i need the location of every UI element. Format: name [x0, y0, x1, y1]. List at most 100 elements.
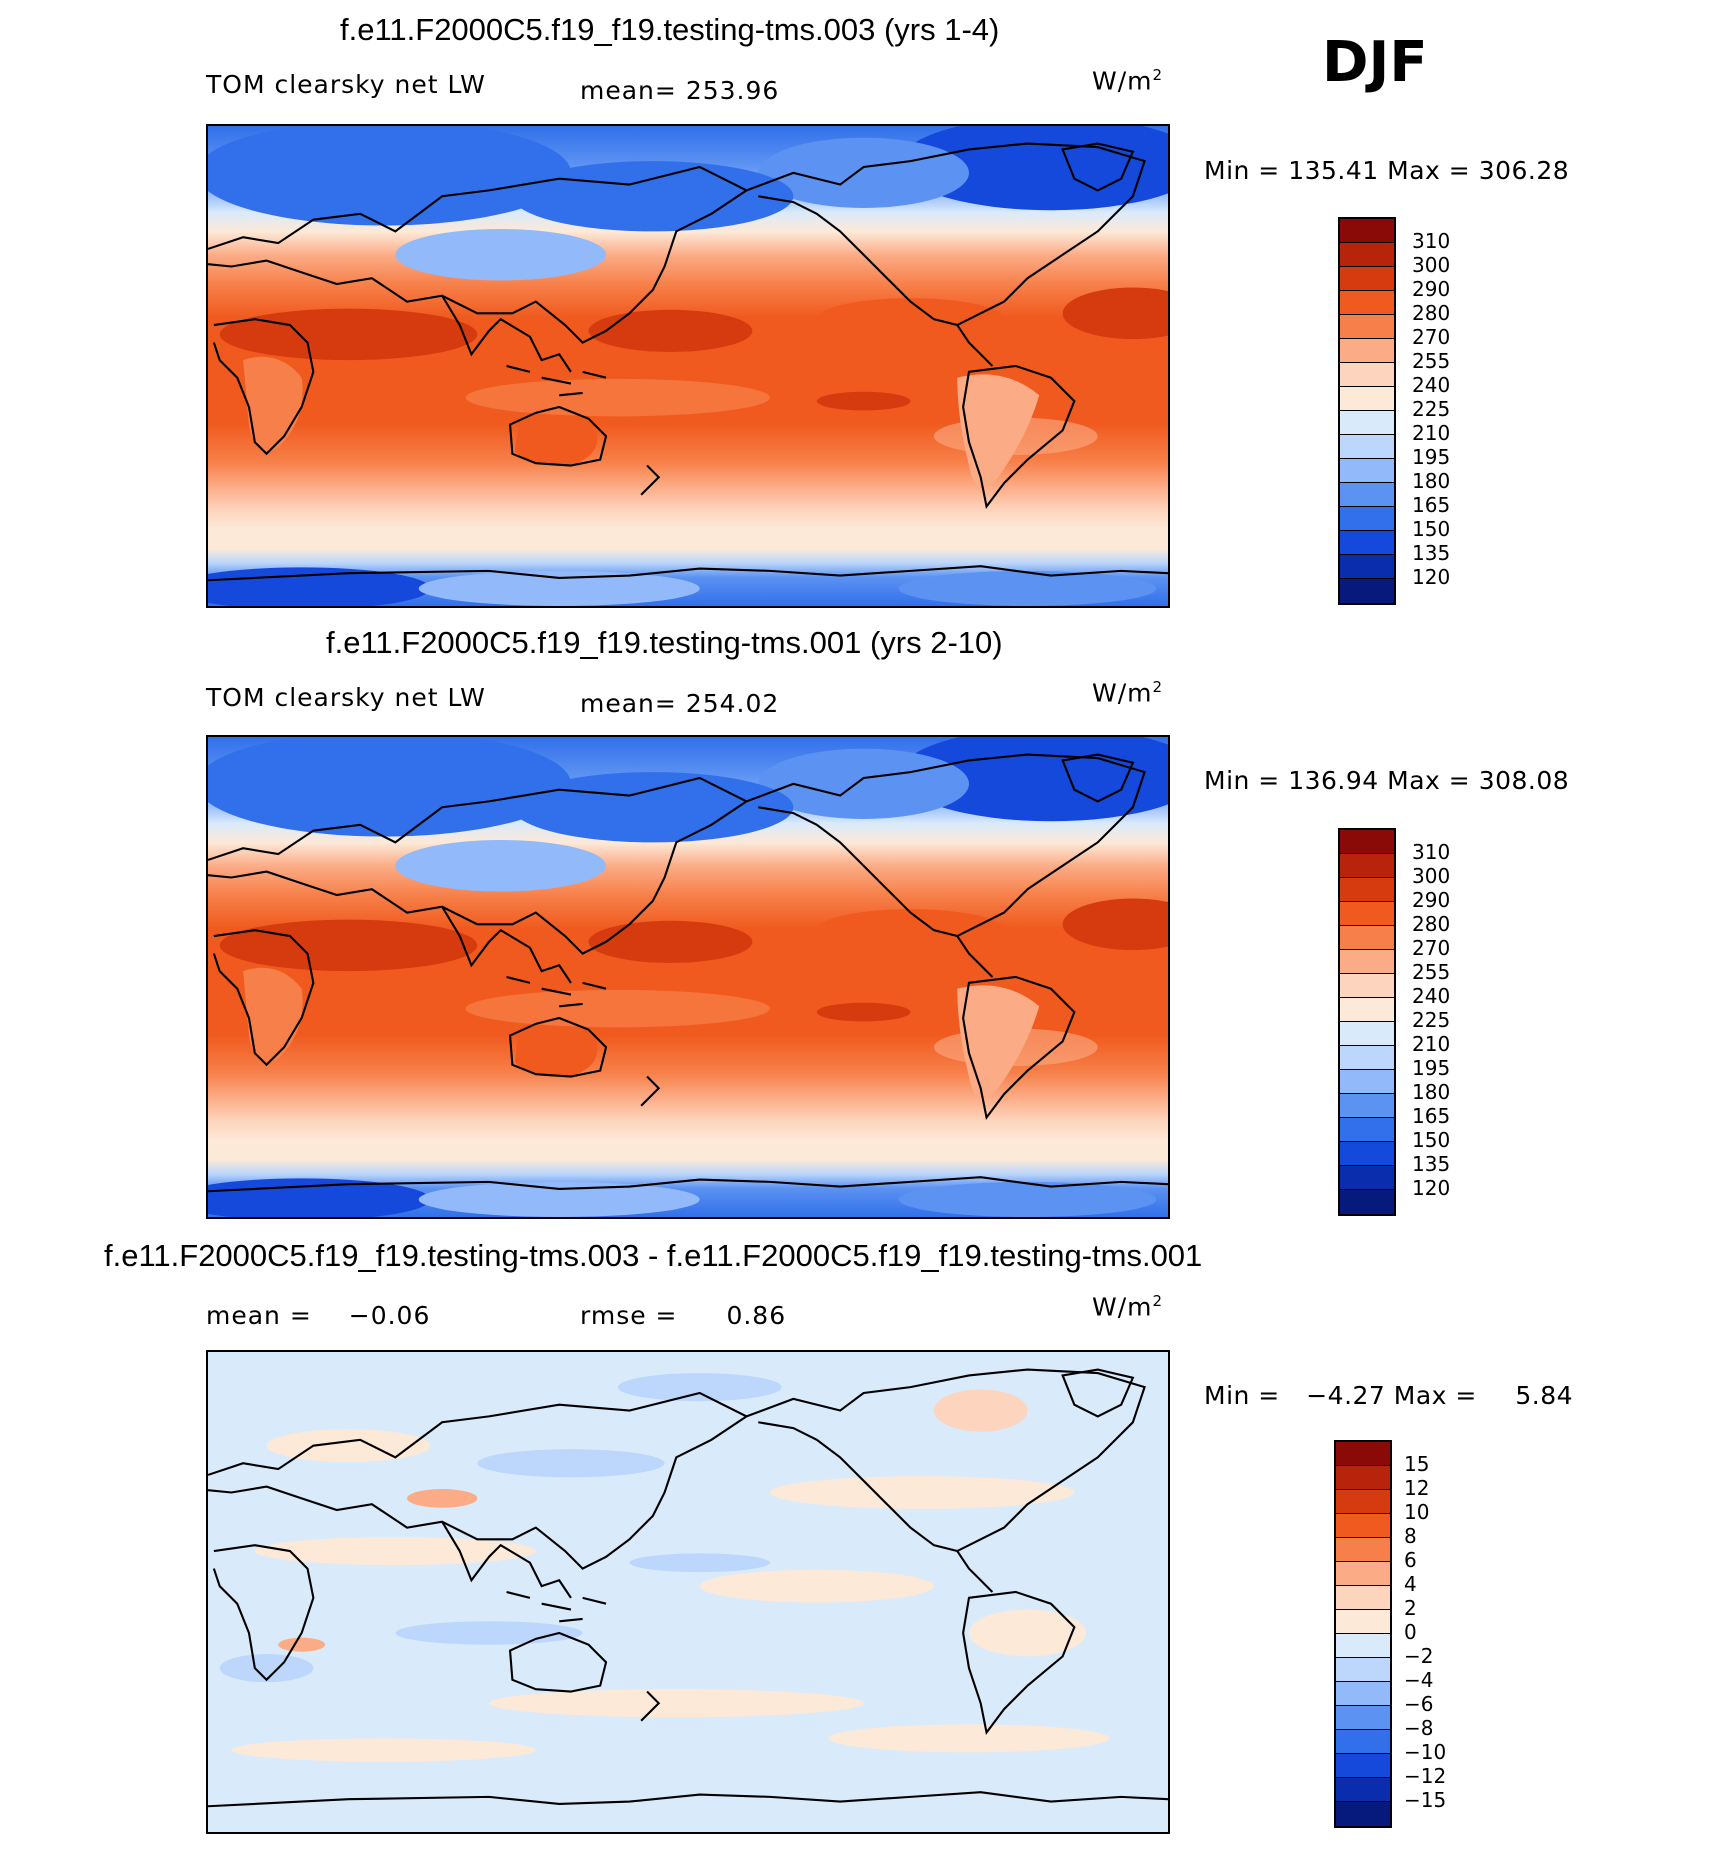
- colorbar-tick-label: 240: [1412, 373, 1451, 397]
- colorbar-swatch: [1336, 1466, 1390, 1490]
- colorbar-swatch: [1340, 1166, 1394, 1190]
- colorbar-swatch: [1340, 902, 1394, 926]
- colorbar-tick-label: 0: [1404, 1620, 1417, 1644]
- panel-2-colorbar-ticks: 310 300 290 280 270 255 240 225 210 195 180 165 150 1…: [1412, 840, 1450, 1200]
- colorbar-swatch: [1340, 1118, 1394, 1142]
- panel-2-mean-label: mean=: [580, 689, 677, 718]
- colorbar-swatch: [1340, 1094, 1394, 1118]
- colorbar-tick-label: 270: [1412, 325, 1451, 349]
- colorbar-tick-label: 135: [1412, 541, 1451, 565]
- panel-1-units-base: W/m: [1092, 66, 1153, 96]
- colorbar-tick-label: 310: [1412, 840, 1451, 864]
- panel-1-colorbar: [1338, 217, 1396, 605]
- panel-1-minmax: Min = 135.41 Max = 306.28: [1204, 156, 1569, 185]
- panel-3-title: f.e11.F2000C5.f19_f19.testing-tms.003 - …: [104, 1238, 1203, 1273]
- panel-3-mean-label: mean =: [206, 1301, 312, 1330]
- colorbar-swatch: [1336, 1442, 1390, 1466]
- colorbar-tick-label: 165: [1412, 1104, 1451, 1128]
- colorbar-tick-label: −15: [1404, 1788, 1447, 1812]
- colorbar-swatch: [1340, 974, 1394, 998]
- colorbar-swatch: [1340, 435, 1394, 459]
- panel-1-min-label: Min =: [1204, 156, 1280, 185]
- colorbar-tick-label: 165: [1412, 493, 1451, 517]
- colorbar-swatch: [1340, 878, 1394, 902]
- panel-2-map-svg: [208, 737, 1168, 1217]
- colorbar-tick-label: −12: [1404, 1764, 1447, 1788]
- panel-1-map: [206, 124, 1170, 608]
- colorbar-tick-label: 195: [1412, 1056, 1451, 1080]
- colorbar-tick-label: 300: [1412, 864, 1451, 888]
- panel-2-mean-value: 254.02: [685, 689, 780, 718]
- panel-2-mean: mean= 254.02: [580, 689, 779, 718]
- colorbar-tick-label: 210: [1412, 1032, 1451, 1056]
- colorbar-tick-label: 120: [1412, 565, 1451, 589]
- panel-2-max-label: Max =: [1387, 766, 1471, 795]
- colorbar-swatch: [1340, 219, 1394, 243]
- colorbar-tick-label: 15: [1404, 1452, 1430, 1476]
- panel-1-title: f.e11.F2000C5.f19_f19.testing-tms.003 (y…: [340, 12, 1000, 47]
- colorbar-tick-label: 290: [1412, 277, 1451, 301]
- panel-1-mean: mean= 253.96: [580, 76, 779, 105]
- panel-1-min-value: 135.41: [1288, 156, 1379, 185]
- colorbar-swatch: [1336, 1802, 1390, 1826]
- colorbar-swatch: [1340, 1046, 1394, 1070]
- colorbar-tick-label: 225: [1412, 397, 1451, 421]
- panel-3-rmse: rmse = 0.86: [580, 1301, 786, 1330]
- colorbar-tick-label: 280: [1412, 301, 1451, 325]
- colorbar-swatch: [1336, 1538, 1390, 1562]
- colorbar-swatch: [1336, 1610, 1390, 1634]
- colorbar-tick-label: 255: [1412, 960, 1451, 984]
- colorbar-swatch: [1340, 315, 1394, 339]
- panel-3-minmax: Min = −4.27 Max = 5.84: [1204, 1381, 1573, 1410]
- colorbar-tick-label: 10: [1404, 1500, 1430, 1524]
- colorbar-tick-label: −10: [1404, 1740, 1447, 1764]
- colorbar-swatch: [1340, 854, 1394, 878]
- colorbar-swatch: [1340, 950, 1394, 974]
- colorbar-tick-label: 2: [1404, 1596, 1417, 1620]
- colorbar-tick-label: 180: [1412, 1080, 1451, 1104]
- colorbar-swatch: [1336, 1514, 1390, 1538]
- panel-2-min-value: 136.94: [1288, 766, 1379, 795]
- colorbar-tick-label: 150: [1412, 1128, 1451, 1152]
- colorbar-tick-label: −8: [1404, 1716, 1434, 1740]
- colorbar-tick-label: 6: [1404, 1548, 1417, 1572]
- colorbar-swatch: [1340, 1190, 1394, 1214]
- colorbar-swatch: [1340, 1022, 1394, 1046]
- colorbar-swatch: [1336, 1634, 1390, 1658]
- colorbar-tick-label: 225: [1412, 1008, 1451, 1032]
- colorbar-tick-label: 150: [1412, 517, 1451, 541]
- panel-2-units-base: W/m: [1092, 678, 1153, 708]
- colorbar-tick-label: −4: [1404, 1668, 1434, 1692]
- colorbar-tick-label: −6: [1404, 1692, 1434, 1716]
- panel-1-map-svg: [208, 126, 1168, 606]
- panel-3-rmse-label: rmse =: [580, 1301, 678, 1330]
- colorbar-tick-label: 290: [1412, 888, 1451, 912]
- colorbar-tick-label: 270: [1412, 936, 1451, 960]
- colorbar-swatch: [1340, 998, 1394, 1022]
- colorbar-tick-label: 310: [1412, 229, 1451, 253]
- panel-3-min-label: Min =: [1204, 1381, 1280, 1410]
- panel-2-min-label: Min =: [1204, 766, 1280, 795]
- colorbar-swatch: [1340, 1142, 1394, 1166]
- panel-2-max-value: 308.08: [1478, 766, 1570, 795]
- colorbar-swatch: [1340, 1070, 1394, 1094]
- panel-3-max-value: 5.84: [1515, 1381, 1574, 1410]
- panel-2-colorbar: [1338, 828, 1396, 1216]
- panel-2-field-label: TOM clearsky net LW: [206, 683, 486, 712]
- colorbar-swatch: [1336, 1706, 1390, 1730]
- panel-1-max-label: Max =: [1387, 156, 1471, 185]
- colorbar-swatch: [1340, 926, 1394, 950]
- colorbar-swatch: [1340, 291, 1394, 315]
- colorbar-swatch: [1336, 1682, 1390, 1706]
- panel-2-units-exp: 2: [1152, 678, 1164, 696]
- colorbar-swatch: [1340, 507, 1394, 531]
- colorbar-swatch: [1336, 1586, 1390, 1610]
- colorbar-swatch: [1336, 1658, 1390, 1682]
- panel-3-map: [206, 1350, 1170, 1834]
- season-label: DJF: [1322, 30, 1428, 95]
- panel-2-map: [206, 735, 1170, 1219]
- panel-3-min-value: −4.27: [1306, 1381, 1386, 1410]
- colorbar-swatch: [1340, 387, 1394, 411]
- panel-1-units-exp: 2: [1152, 66, 1164, 84]
- panel-3-units-exp: 2: [1152, 1292, 1164, 1310]
